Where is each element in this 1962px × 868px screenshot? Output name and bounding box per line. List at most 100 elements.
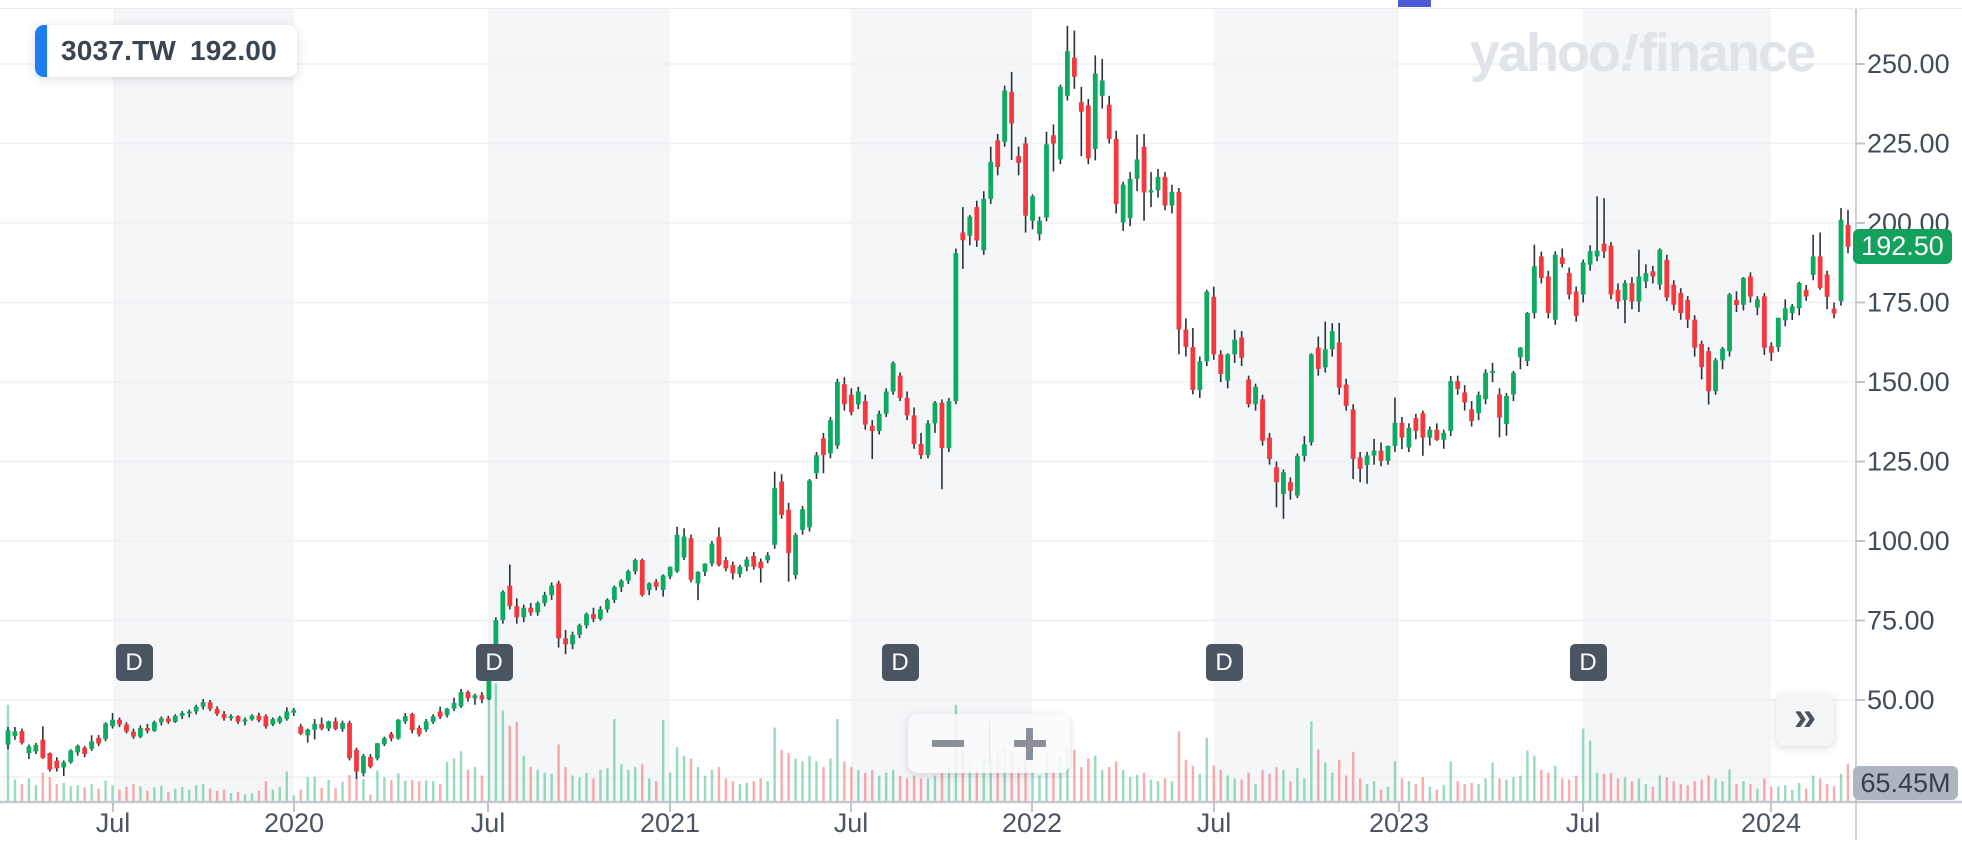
candle-body-up <box>89 741 95 749</box>
dividend-marker[interactable]: D <box>1569 644 1607 681</box>
candle-body-up <box>1392 422 1398 446</box>
volume-bar <box>1832 786 1836 801</box>
candle-body-down <box>911 415 917 445</box>
candle-body-up <box>444 708 450 716</box>
candle-body-down <box>207 702 213 709</box>
volume-bar <box>1282 769 1285 801</box>
candle-body-up <box>1044 144 1049 218</box>
volume-bar <box>703 775 707 801</box>
candle-body-up <box>709 543 715 564</box>
scroll-to-latest-button[interactable]: » <box>1776 694 1834 746</box>
volume-bar <box>313 776 316 801</box>
volume-bar <box>891 769 895 801</box>
ticker-badge[interactable]: 3037.TW 192.00 <box>35 25 297 77</box>
volume-bar <box>1351 751 1355 801</box>
candle-body-up <box>744 559 750 567</box>
candle-body-down <box>1288 482 1293 491</box>
dividend-marker[interactable]: D <box>115 644 153 681</box>
zoom-in-button[interactable] <box>990 714 1071 773</box>
price-axis-label: 125.00 <box>1867 447 1950 477</box>
candle-body-up <box>1441 432 1447 440</box>
tab-indicator <box>1398 0 1431 7</box>
dividend-marker[interactable]: D <box>475 644 513 681</box>
volume-bar <box>34 785 38 801</box>
volume-bar <box>1407 781 1411 801</box>
volume-bar <box>13 779 17 801</box>
volume-bar <box>878 775 881 801</box>
volume-bar <box>1184 759 1188 801</box>
candle-body-down <box>653 581 659 587</box>
candle-body-down <box>1462 392 1468 403</box>
volume-bar <box>940 772 944 801</box>
volume-bar <box>1435 789 1438 801</box>
candle-body-up <box>430 716 436 722</box>
volume-bar <box>1156 781 1160 801</box>
volume-bar <box>522 755 525 801</box>
volume-bar <box>1498 778 1501 801</box>
volume-bar <box>1651 786 1655 801</box>
candle-body-up <box>1636 276 1642 302</box>
volume-bar <box>278 786 282 801</box>
candle-body-down <box>1016 156 1022 163</box>
volume-bar <box>355 777 358 801</box>
candle-body-up <box>1127 178 1133 219</box>
volume-bar <box>445 761 449 801</box>
candle-body-down <box>416 727 422 735</box>
volume-bar <box>97 788 100 801</box>
candle-body-down <box>758 561 764 569</box>
volume-bar <box>181 786 184 801</box>
candle-body-up <box>395 719 401 739</box>
candle-body-up <box>1169 191 1175 206</box>
volume-bar <box>1798 782 1801 801</box>
candle-body-up <box>542 595 548 604</box>
volume-bar <box>710 769 714 801</box>
candle-body-up <box>1406 427 1412 448</box>
candle-body-up <box>1782 308 1788 321</box>
volume-bar <box>1561 778 1564 801</box>
candle-body-up <box>1329 331 1335 350</box>
volume-bar <box>1310 721 1313 801</box>
candle-body-down <box>1183 329 1189 348</box>
candle-body-down <box>1267 437 1272 459</box>
yahoo-finance-logo: yahoo!finance <box>1469 23 1816 83</box>
candle-body-up <box>228 716 234 719</box>
volume-bar <box>1324 762 1327 801</box>
dividend-marker[interactable]: D <box>1205 644 1243 681</box>
candle-body-down <box>1085 105 1091 159</box>
candle-body-up <box>12 731 18 737</box>
dividend-marker[interactable]: D <box>881 644 919 681</box>
candle-body-down <box>779 481 785 515</box>
ticker-price: 192.00 <box>190 35 277 66</box>
candle-body-down <box>131 731 136 737</box>
candle-body-up <box>1580 262 1586 295</box>
candle-body-down <box>1573 291 1579 317</box>
candle-body-up <box>402 716 408 722</box>
volume-bar <box>1198 773 1202 801</box>
candle-body-up <box>1204 291 1210 362</box>
volume-bar <box>411 780 414 801</box>
candle-body-up <box>772 488 778 545</box>
candle-body-up <box>1134 159 1140 179</box>
volume-bar <box>264 781 268 801</box>
candle-body-down <box>1315 347 1321 369</box>
volume-bar <box>1644 784 1648 801</box>
volume-bar <box>850 767 853 801</box>
candle-body-up <box>1064 51 1070 96</box>
time-axis-label: 2024 <box>1741 808 1801 838</box>
volume-bar <box>1616 778 1620 801</box>
volume-bar <box>501 710 505 801</box>
candle-body-down <box>821 438 826 456</box>
zoom-out-button[interactable] <box>908 714 989 773</box>
candle-body-up <box>33 744 39 752</box>
candle-body-up <box>584 614 589 626</box>
candle-body-up <box>158 718 164 723</box>
volume-bar <box>62 782 65 801</box>
candle-body-up <box>186 711 192 714</box>
candle-body-up <box>1099 80 1105 96</box>
volume-bar <box>1637 778 1641 801</box>
candle-body-up <box>765 555 771 561</box>
volume-bar <box>1470 782 1473 801</box>
candle-body-down <box>904 397 910 416</box>
candle-body-up <box>946 401 952 449</box>
